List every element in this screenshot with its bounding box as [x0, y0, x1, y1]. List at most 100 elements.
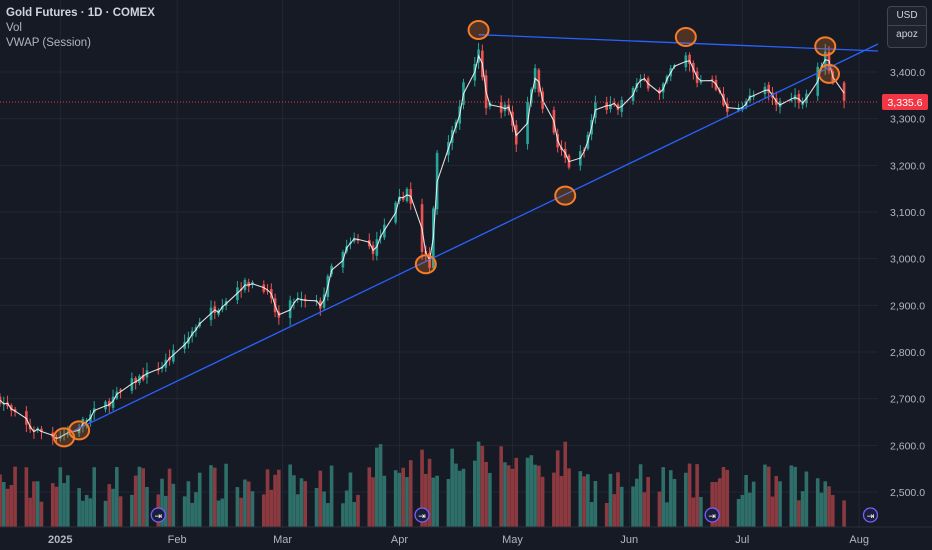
volume-bar [484, 461, 488, 527]
legend-volume-indicator[interactable]: Vol [6, 22, 22, 34]
price-tick-label: 2,700.0 [890, 394, 925, 406]
volume-bar [435, 475, 439, 527]
volume-bar [646, 476, 650, 527]
legend-vwap-indicator[interactable]: VWAP (Session) [6, 37, 91, 49]
candle-body [119, 389, 122, 392]
volume-bar [269, 489, 274, 527]
candle-body [790, 100, 793, 102]
volume-bar [0, 474, 2, 527]
volume-bar [352, 502, 357, 527]
volume-bar [341, 503, 345, 527]
event-markers[interactable]: ⇥ ⇥ ⇥ ⇥ [150, 507, 879, 523]
volume-bar [348, 472, 353, 527]
candle-body [183, 342, 186, 349]
volume-bar [314, 487, 319, 527]
volume-bar [378, 444, 383, 527]
volume-bar [800, 491, 805, 527]
volume-bar [111, 488, 115, 527]
volume-bar [770, 496, 775, 527]
volume-bar [537, 465, 541, 527]
candle-body [10, 405, 13, 411]
volume-bar [589, 502, 594, 527]
volume-bar [62, 483, 66, 527]
volume-bar [277, 469, 281, 527]
volume-bar [657, 491, 662, 527]
volume-bar [382, 475, 387, 527]
price-tick-label: 3,200.0 [890, 160, 925, 172]
candle-body [643, 79, 646, 81]
volume-bar [672, 478, 677, 527]
volume-bar [235, 487, 240, 527]
legend-symbol-title[interactable]: Gold Futures · 1D · COMEX [6, 7, 155, 19]
volume-bar [604, 502, 609, 527]
time-tick-label: May [502, 534, 523, 546]
volume-bar [789, 465, 794, 527]
currency-label[interactable]: USD [896, 10, 918, 21]
pivot-circle[interactable] [674, 27, 697, 47]
volume-bar [525, 457, 530, 527]
volume-bar [220, 498, 225, 527]
time-tick-label: Feb [168, 534, 187, 546]
volume-bar [725, 469, 730, 527]
volume-bar [797, 500, 801, 527]
volume-bar [299, 478, 304, 527]
volume-bar [408, 460, 413, 527]
volume-bar [488, 472, 492, 527]
price-tick-label: 3,100.0 [890, 207, 925, 219]
event-marker[interactable] [414, 507, 430, 523]
scale-mode-label[interactable]: apoz [888, 25, 926, 44]
candle-body [32, 429, 36, 432]
candle-body [319, 300, 322, 309]
chart-legend: Gold Futures · 1D · COMEX Vol VWAP (Sess… [6, 6, 155, 51]
event-marker-icon: ⇥ [418, 512, 426, 522]
pivot-circle[interactable] [68, 420, 91, 441]
event-marker-icon: ⇥ [867, 512, 875, 522]
candle-body [612, 103, 616, 105]
vwap-line [0, 54, 845, 440]
volume-bar [830, 495, 835, 527]
currency-box[interactable]: USD apoz [887, 6, 927, 48]
pivot-circle[interactable] [818, 63, 841, 84]
candle-body [322, 294, 326, 308]
volume-bar [28, 497, 32, 527]
price-axis[interactable]: 2,500.0 2,600.0 2,700.0 2,800.0 2,900.0 3,000… [890, 67, 925, 499]
volume-bar [616, 472, 620, 527]
volume-bar [292, 475, 296, 527]
volume-bar [717, 478, 722, 527]
volume-bar [642, 492, 647, 527]
volume-bar [695, 464, 699, 527]
volume-bar [13, 466, 17, 527]
volume-bar [533, 464, 537, 527]
candle-body [221, 306, 224, 310]
price-tick-label: 2,900.0 [890, 300, 925, 312]
event-marker[interactable] [862, 507, 879, 523]
volume-bar [661, 467, 666, 527]
volume-bar [58, 467, 63, 527]
volume-bar [480, 445, 485, 527]
volume-bar [827, 486, 831, 527]
volume-bar [54, 486, 59, 527]
volume-bar [375, 447, 379, 527]
pivot-circle[interactable] [467, 20, 490, 40]
volume-bar [842, 500, 846, 527]
volume-bar [710, 482, 714, 527]
trendline-lower[interactable] [67, 43, 879, 435]
event-marker[interactable] [704, 507, 720, 523]
volume-bar [793, 466, 797, 527]
volume-bar [684, 472, 688, 527]
volume-bar [295, 494, 300, 527]
candle-body [40, 428, 43, 432]
pivot-circle[interactable] [414, 254, 437, 275]
volume-bar [823, 481, 828, 527]
volume-bar [167, 468, 172, 527]
time-axis[interactable]: 2025 Feb Mar Apr May Jun Jul Aug [48, 534, 869, 546]
volume-bar [141, 468, 145, 527]
event-marker[interactable] [150, 507, 166, 523]
volume-bar [819, 492, 824, 527]
volume-bar [427, 458, 432, 527]
volume-bar [66, 475, 70, 527]
pivot-circle[interactable] [554, 185, 577, 206]
volume-bar [631, 486, 635, 527]
pivot-circle[interactable] [814, 36, 837, 57]
